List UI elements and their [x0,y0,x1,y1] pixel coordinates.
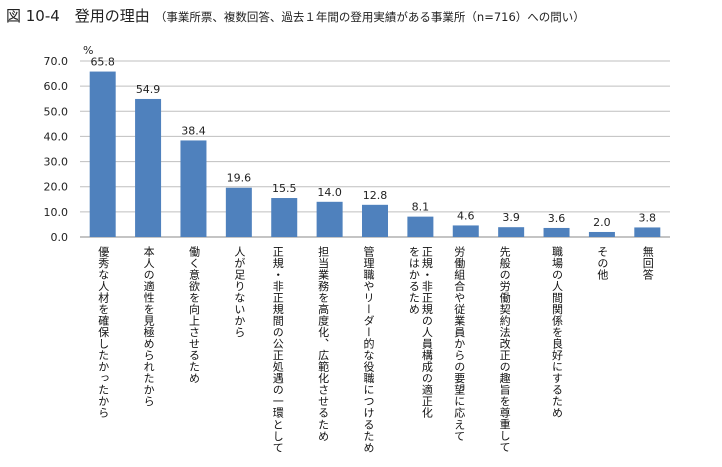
category-label: 職場の人間関係を良好にするため [551,246,564,419]
bar-value-label: 65.8 [90,56,115,69]
bar [588,231,615,237]
category-label-line: るため [362,418,375,454]
y-tick-label: 60.0 [44,80,69,93]
bar [180,140,207,237]
category-label-line: ため [316,418,330,442]
category-label: 人が足りないから [233,246,246,338]
category-label-line: をはかるため [407,246,421,315]
bar [316,201,343,237]
category-label-line: 無回答 [641,246,655,281]
category-label: 働く意欲を向上させるため [187,246,200,384]
category-label-line: 働く意欲を向上させるため [187,246,201,384]
category-label: 優秀な人材を確保したかったから [97,246,110,419]
y-tick-label: 40.0 [44,130,69,143]
category-label: 無回答 [641,246,654,281]
category-label-line: その他 [595,246,609,281]
bar [362,204,388,237]
bar [271,198,298,237]
bar-value-label: 3.9 [502,211,520,224]
bar [135,98,162,237]
bar [543,227,570,237]
bar-value-label: 15.5 [272,182,297,195]
category-label-line: 労働組合や従業員からの要望に応 [452,246,466,419]
bar-value-label: 4.6 [457,209,475,222]
bar [634,227,661,237]
bar-series [89,71,661,237]
y-tick-label: 20.0 [44,181,69,194]
category-label-line: 尊重して [498,407,512,453]
chart-title-main: 図 10-4 登用の理由 [6,7,150,25]
y-tick-label: 0.0 [51,231,69,244]
bar-value-label: 12.8 [363,189,388,202]
bar-value-label: 19.6 [227,172,252,185]
bar [452,225,479,237]
y-tick-label: 10.0 [44,206,69,219]
value-labels: 65.8 54.9 38.4 19.6 15.5 14.0 12.8 8.1 4.6 3.9 3.6… [90,56,656,229]
bar [225,187,252,237]
category-label: 労働組合や従業員からの要望に応えて [453,246,466,442]
category-label-line: 担当業務を高度化、広範化させる [316,246,330,419]
category-label: 正規・非正規間の公正処遇の一環として [271,246,284,453]
bar [407,216,434,237]
category-label-line: 正規・非正規の人員構成の適正化 [420,246,434,419]
gridlines [80,60,670,238]
y-tick-label: 70.0 [44,55,69,68]
category-label-line: 優秀な人材を確保したかったから [96,246,110,419]
category-label-line: 人が足りないから [232,246,246,338]
chart-title-sub: （事業所票、複数回答、過去１年間の登用実績がある事業所（n=716）への問い） [154,10,585,24]
chart-title: 図 10-4 登用の理由 （事業所票、複数回答、過去１年間の登用実績がある事業所… [6,5,585,26]
category-label: 本人の適性を見極められたから [142,246,155,407]
category-label: その他 [596,246,609,281]
category-label-line: 先般の労働契約法改正の趣旨を [498,246,512,407]
bar [498,227,525,237]
category-label-line: 職場の人間関係を良好にするため [550,246,564,419]
category-label-line: えて [452,418,466,442]
y-axis: 0.0 10.0 20.0 30.0 40.0 50.0 60.0 70.0 [44,55,69,244]
category-label: 正規・非正規の人員構成の適正化をはかるため [407,246,433,467]
category-label-line: 正規・非正規間の公正処遇の一環 [271,246,285,419]
category-label: 先般の労働契約法改正の趣旨を尊重して [498,246,511,453]
bar-value-label: 14.0 [317,186,342,199]
y-tick-label: 30.0 [44,156,69,169]
bar-value-label: 38.4 [181,124,206,137]
bar [89,71,116,237]
category-label-line: 管理職やリーダー的な役職につけ [362,246,375,419]
category-label-line: として [271,418,285,454]
bar-value-label: 8.1 [412,201,430,214]
bar-value-label: 54.9 [136,83,161,96]
y-unit-label: % [83,44,93,57]
category-label-line: 本人の適性を見極められたから [142,246,156,407]
bar-value-label: 3.8 [639,211,657,224]
category-label: 管理職やリーダー的な役職につけるため [362,246,375,453]
y-tick-label: 50.0 [44,105,69,118]
category-label: 担当業務を高度化、広範化させるため [317,246,330,442]
bar-value-label: 2.0 [593,216,611,229]
bar-value-label: 3.6 [548,212,566,225]
